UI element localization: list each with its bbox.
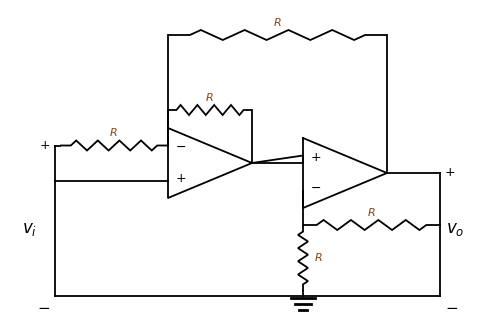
Text: +: + [176,172,187,185]
Text: −: − [37,301,50,316]
Text: R: R [274,18,281,28]
Text: +: + [445,167,456,179]
Text: +: + [311,151,322,164]
Text: −: − [311,182,322,195]
Text: $v_i$: $v_i$ [22,221,37,239]
Text: −: − [176,141,186,154]
Text: R: R [315,253,323,263]
Text: R: R [110,128,118,138]
Text: R: R [206,93,214,103]
Text: $v_o$: $v_o$ [446,221,464,239]
Text: −: − [445,301,458,316]
Text: +: + [39,139,50,152]
Text: R: R [368,208,375,218]
